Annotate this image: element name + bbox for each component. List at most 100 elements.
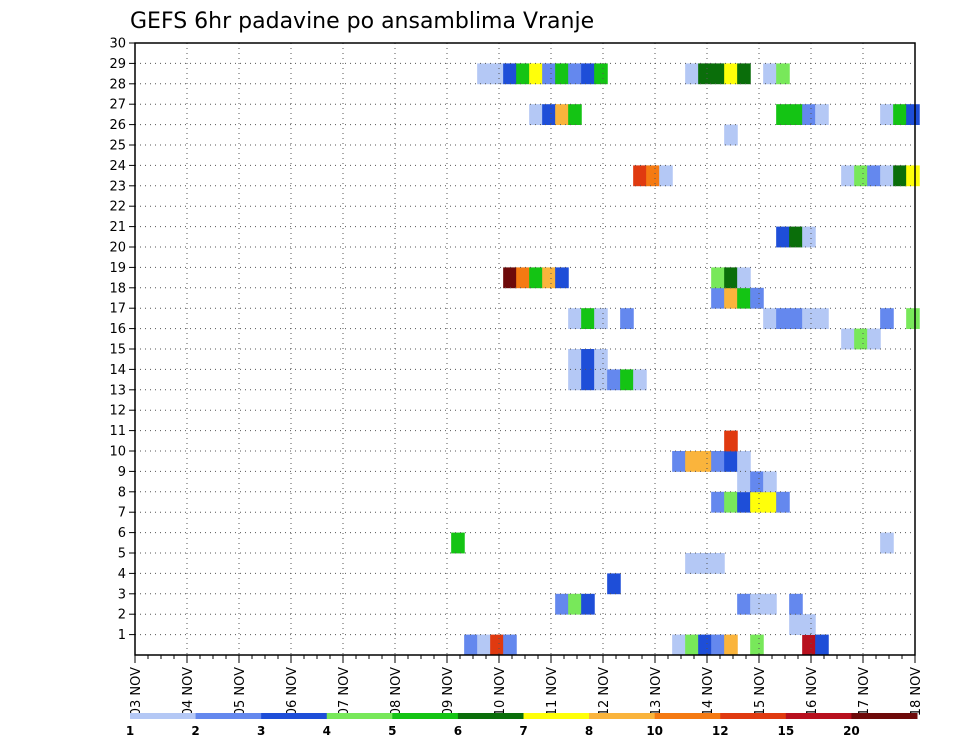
chart-title: GEFS 6hr padavine po ansamblima Vranje <box>130 9 594 34</box>
heatmap-cell <box>672 634 686 656</box>
heatmap-cell <box>776 226 790 248</box>
heatmap-cell <box>867 328 881 350</box>
heatmap-cell <box>724 451 738 472</box>
y-tick-label: 4 <box>118 567 126 582</box>
heatmap-cell <box>464 634 478 656</box>
heatmap-cell <box>477 634 491 656</box>
y-tick-label: 13 <box>109 383 126 398</box>
heatmap-cell <box>724 491 738 513</box>
heatmap-cell <box>815 104 829 125</box>
y-tick-label: 3 <box>118 587 126 602</box>
heatmap-cell <box>594 349 608 370</box>
x-tick-label: 14 NOV <box>701 667 716 716</box>
colorbar-label: 20 <box>843 724 860 738</box>
y-tick-label: 21 <box>109 220 126 235</box>
heatmap-cell <box>581 63 595 85</box>
heatmap-cell <box>802 634 816 656</box>
heatmap-cell <box>750 491 764 513</box>
heatmap-cell <box>568 349 582 370</box>
heatmap-cell <box>633 369 647 391</box>
y-tick-label: 9 <box>118 465 126 480</box>
heatmap-cell <box>581 369 595 391</box>
heatmap-cell <box>880 308 894 329</box>
colorbar-segment <box>130 713 197 719</box>
heatmap-cell <box>763 63 777 85</box>
colorbar-segment <box>326 713 393 719</box>
heatmap-cell <box>698 553 712 574</box>
heatmap-cell <box>906 308 920 329</box>
x-tick-label: 12 NOV <box>597 667 612 716</box>
heatmap-cell <box>581 593 595 615</box>
heatmap-cell <box>737 593 751 615</box>
colorbar-segment <box>654 713 721 719</box>
heatmap-cell <box>776 308 790 329</box>
colorbar-segment <box>851 713 918 719</box>
heatmap-cell <box>711 287 725 309</box>
heatmap-cell <box>737 471 751 493</box>
heatmap-cell <box>789 226 803 248</box>
heatmap-cell <box>659 165 673 187</box>
x-tick-label: 04 NOV <box>181 667 196 716</box>
y-tick-label: 26 <box>109 118 126 133</box>
heatmap-cell <box>763 593 777 615</box>
x-tick-label: 13 NOV <box>649 667 664 716</box>
heatmap-cell <box>789 614 803 635</box>
heatmap-cell <box>750 634 764 656</box>
heatmap-cell <box>867 165 881 187</box>
heatmap-cell <box>568 308 582 329</box>
y-tick-label: 18 <box>109 281 126 296</box>
heatmap-cell <box>503 267 517 289</box>
x-tick-label: 06 NOV <box>285 667 300 716</box>
heatmap-cell <box>750 593 764 615</box>
heatmap-cell <box>568 104 582 125</box>
heatmap-cell <box>607 369 621 391</box>
colorbar-segment <box>457 713 524 719</box>
y-tick-label: 23 <box>109 179 126 194</box>
heatmap-cell <box>477 63 491 85</box>
heatmap-cell <box>555 104 569 125</box>
heatmap-cell <box>711 634 725 656</box>
colorbar-label: 15 <box>777 724 794 738</box>
colorbar-label: 5 <box>388 724 396 738</box>
colorbar-label: 10 <box>646 724 663 738</box>
heatmap-cell <box>776 491 790 513</box>
heatmap-cell <box>529 267 543 289</box>
heatmap-cell <box>555 267 569 289</box>
y-tick-label: 22 <box>109 200 126 215</box>
heatmap-cell <box>750 287 764 309</box>
heatmap-cell <box>763 491 777 513</box>
heatmap-cell <box>685 63 699 85</box>
heatmap-cell <box>620 369 634 391</box>
heatmap-cell <box>516 63 530 85</box>
heatmap-cell <box>490 63 504 85</box>
x-tick-label: 03 NOV <box>129 667 144 716</box>
heatmap-cell <box>685 553 699 574</box>
colorbar-segment <box>785 713 852 719</box>
y-tick-label: 20 <box>109 241 126 256</box>
x-axis: 03 NOV 04 NOV 05 NOV 06 NOV 07 NOV 08 NOV 09 N… <box>129 655 924 716</box>
y-tick-label: 29 <box>109 57 126 72</box>
heatmap-cell <box>750 471 764 493</box>
heatmap-cell <box>737 267 751 289</box>
colorbar-segment <box>392 713 459 719</box>
heatmap-cell <box>789 308 803 329</box>
y-tick-label: 5 <box>118 547 126 562</box>
heatmap-cell <box>724 430 738 452</box>
colorbar-segment <box>589 713 656 719</box>
heatmap-cell <box>802 308 816 329</box>
x-tick-label: 08 NOV <box>389 667 404 716</box>
heatmap-cell <box>724 63 738 85</box>
y-axis: 1234567891011121314151617181920212223242… <box>109 37 135 643</box>
heatmap-cell <box>763 471 777 493</box>
heatmap-cell <box>542 63 556 85</box>
heatmap-cell <box>568 593 582 615</box>
heatmap-cell <box>568 63 582 85</box>
heatmap-cell <box>802 226 816 248</box>
colorbar-segment <box>195 713 262 719</box>
heatmap-cell <box>698 634 712 656</box>
heatmap-cell <box>607 573 621 595</box>
heatmap-cell <box>854 328 868 350</box>
heatmap-cell <box>698 451 712 472</box>
colorbar-segment <box>523 713 590 719</box>
